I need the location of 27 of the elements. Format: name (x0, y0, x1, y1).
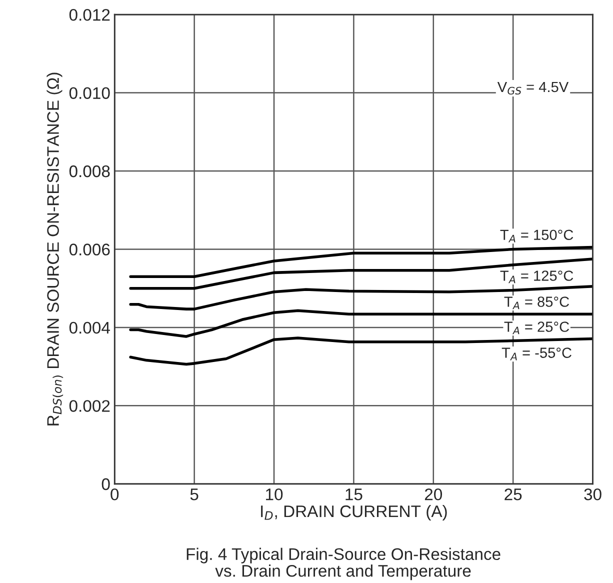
x-axis-title: I$_{D}$, DRAIN CURRENT (A) (261, 504, 447, 521)
y-tick-label: 0.006 (69, 244, 110, 256)
caption: Fig. 4 Typical Drain-Source On-Resistance vs. Drain Current and Temperature (186, 548, 500, 580)
series-label: T$_{A}$ = -55°C (502, 348, 572, 360)
y-axis-title: R$_{DS(on)}$ DRAIN SOURCE ON-RESISTANCE (Ω) (46, 72, 64, 426)
y-tick-label: 0.012 (69, 8, 110, 21)
y-tick-label: 0.004 (69, 322, 110, 334)
annotation: V$_{GS}$ = 4.5V (497, 82, 569, 95)
series-label: T$_{A}$ = 85°C (504, 296, 570, 310)
line-series (129, 309, 593, 338)
line-series (129, 284, 593, 310)
x-tick-label: 25 (504, 488, 522, 500)
series-label: T$_{A}$ = 150°C (500, 230, 574, 242)
x-tick-label: 20 (424, 488, 442, 500)
series-label: T$_{A}$ = 125°C (500, 270, 574, 284)
x-tick-label: 5 (190, 488, 198, 500)
x-tick-label: 10 (266, 488, 283, 500)
line-series (129, 336, 593, 366)
x-tick-label: 0 (110, 488, 119, 500)
y-tick-label: 0.002 (69, 400, 110, 412)
x-tick-label: 15 (346, 488, 362, 500)
y-tick-label: 0 (102, 478, 110, 490)
y-tick-label: 0.008 (69, 165, 110, 178)
y-tick-label: 0.010 (69, 87, 110, 99)
x-tick-label: 30 (584, 488, 602, 500)
series-label: T$_{A}$ = 25°C (504, 322, 570, 334)
line-series (129, 258, 593, 290)
